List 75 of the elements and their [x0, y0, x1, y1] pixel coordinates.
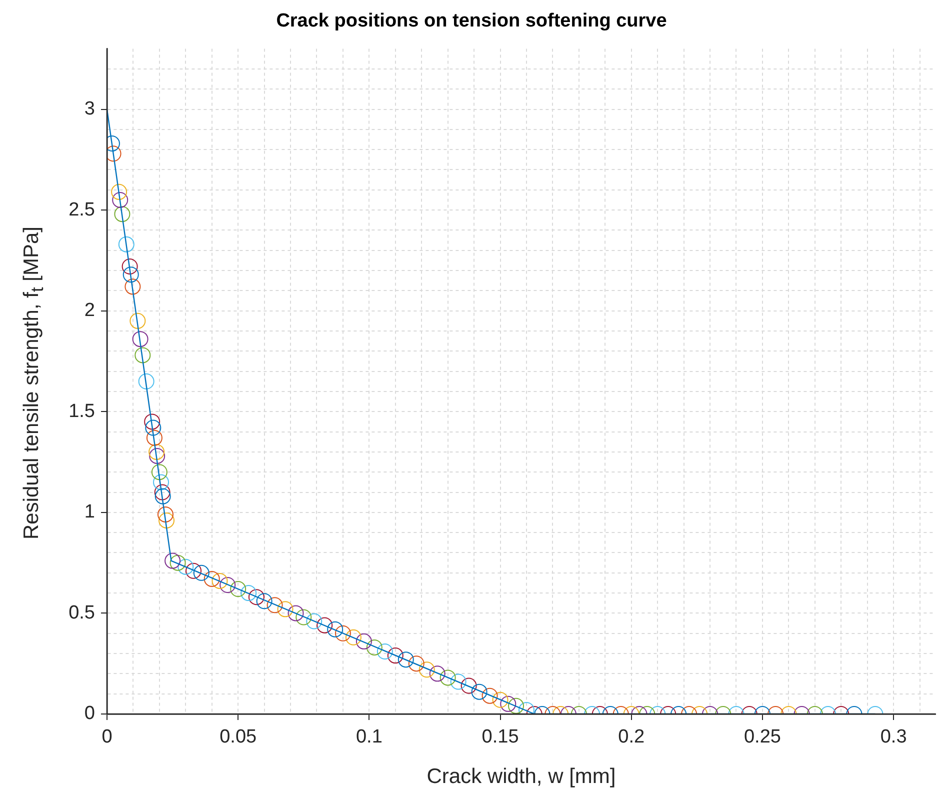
point [146, 430, 162, 446]
x-tick-label: 0.25 [744, 726, 781, 748]
point [429, 666, 446, 682]
point [230, 581, 246, 598]
point [327, 621, 344, 638]
point [164, 552, 181, 569]
point [220, 576, 236, 593]
point [248, 589, 264, 606]
point [387, 648, 404, 664]
point [471, 684, 488, 700]
y-tick-label: 1.5 [68, 400, 95, 422]
point [277, 601, 294, 618]
point [418, 662, 435, 678]
point [296, 609, 312, 626]
point [440, 670, 456, 686]
x-axis-title: Crack width, w [mm] [426, 765, 616, 788]
point [112, 192, 128, 208]
point [240, 585, 257, 602]
point [134, 347, 151, 364]
x-tick-label: 0.2 [618, 726, 645, 748]
point [122, 258, 138, 274]
point [157, 506, 174, 522]
point [212, 572, 228, 589]
chart-title: Crack positions on tension softening curve [276, 10, 667, 32]
point [122, 266, 139, 283]
point [460, 678, 477, 694]
y-tick-label: 3 [84, 98, 95, 120]
point [492, 692, 508, 708]
point [149, 448, 166, 464]
point [193, 564, 210, 581]
y-tick-label: 2.5 [68, 199, 95, 220]
point [306, 613, 322, 630]
point [151, 464, 168, 480]
point [366, 639, 382, 656]
point [186, 562, 202, 579]
point [118, 236, 134, 252]
point [398, 652, 414, 668]
point [170, 554, 186, 571]
y-tick-label: 0.5 [68, 602, 95, 624]
point [204, 570, 220, 587]
point [508, 698, 524, 714]
point [154, 488, 171, 504]
point [158, 512, 175, 528]
point [178, 558, 194, 575]
point [316, 617, 333, 634]
point [334, 625, 351, 642]
point [256, 593, 272, 610]
y-tick-label: 0 [84, 703, 95, 724]
y-tick-label: 1 [84, 502, 95, 523]
point [154, 484, 170, 500]
point [500, 696, 516, 712]
x-tick-label: 0.3 [880, 726, 907, 748]
y-tick-label: 2 [84, 300, 95, 322]
point [111, 184, 128, 200]
point [138, 373, 154, 390]
point [356, 633, 372, 650]
point [288, 605, 304, 622]
point [450, 674, 466, 690]
x-tick-label: 0.05 [220, 726, 257, 748]
point [376, 644, 393, 660]
point [124, 278, 141, 295]
point [132, 331, 148, 348]
point [114, 206, 130, 222]
point [408, 656, 424, 672]
point [148, 444, 165, 460]
x-tick-label: 0.1 [356, 726, 382, 748]
point [266, 597, 283, 614]
x-tick-label: 0.15 [482, 726, 519, 748]
point [153, 474, 170, 490]
point [482, 688, 498, 704]
point [145, 420, 162, 436]
point [144, 414, 160, 430]
x-tick-label: 0 [102, 726, 112, 748]
point [130, 312, 146, 329]
point [345, 629, 362, 646]
